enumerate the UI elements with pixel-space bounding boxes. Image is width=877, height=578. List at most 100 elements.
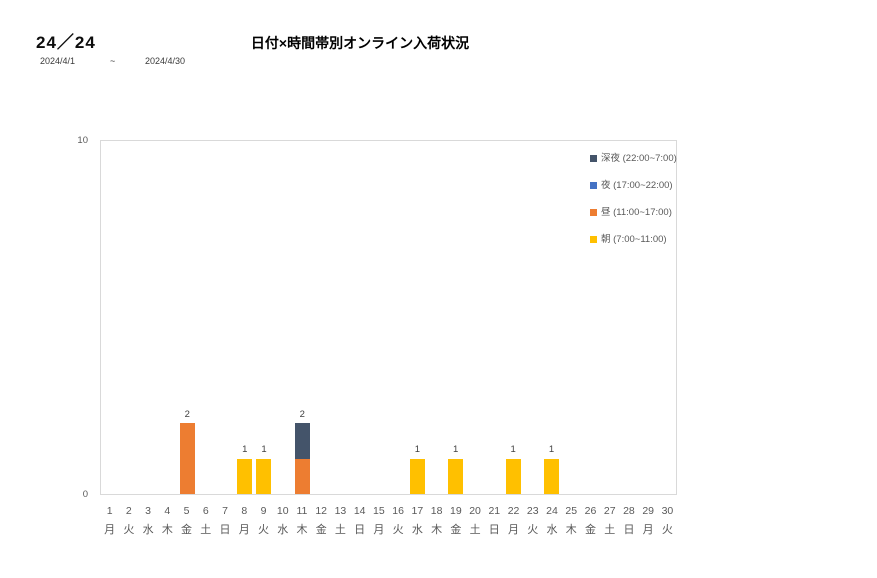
bar-segment: [294, 458, 310, 494]
x-tick-label: 15 月: [369, 506, 388, 536]
x-axis: 1 月 2 火 3 水 4 木 5 金 6 土 7 日 8 月 9 火 10 水 11 木 12 金 13 土 14 日 15 月 16 火 1…: [100, 506, 677, 536]
bar-slot-day-18: [427, 141, 446, 494]
legend-swatch: [590, 236, 597, 243]
progress-counter: 24／24: [36, 33, 96, 52]
x-tick-day-number: 28: [623, 505, 635, 517]
x-tick-weekday: 月: [642, 523, 654, 536]
x-tick-day-number: 19: [449, 505, 462, 517]
x-tick-day-number: 5: [183, 505, 190, 517]
legend-label: 昼 (11:00~17:00): [601, 206, 672, 218]
bar-slot-day-24: 1: [542, 141, 561, 494]
bar-slot-day-8: 1: [235, 141, 254, 494]
x-tick-day-number: 11: [296, 505, 308, 517]
bar-slot-day-5: 2: [178, 141, 197, 494]
x-tick-weekday: 水: [142, 523, 154, 536]
x-tick-day-number: 17: [411, 505, 424, 517]
x-tick-day-number: 4: [164, 505, 171, 517]
x-tick-day-number: 15: [373, 505, 385, 517]
x-tick-weekday: 金: [584, 523, 596, 536]
bar-total-label: 1: [453, 444, 459, 456]
x-tick-day-number: 26: [584, 505, 597, 517]
bar-slot-day-9: 1: [254, 141, 273, 494]
legend-item: 夜 (17:00~22:00): [590, 180, 677, 191]
x-tick-label: 29 月: [639, 506, 658, 536]
bar-slot-day-11: 2: [293, 141, 312, 494]
x-tick-weekday: 木: [161, 523, 173, 536]
bar-segment: [237, 458, 253, 494]
plot-area: 2 1 1 2 1 1 1 1: [100, 140, 677, 495]
x-tick-day-number: 10: [276, 505, 289, 517]
bar-total-label: 1: [510, 444, 516, 456]
bar-total-label: 2: [184, 408, 190, 420]
y-tick-label: 10: [77, 135, 88, 146]
legend-label: 夜 (17:00~22:00): [601, 179, 673, 191]
x-tick-day-number: 14: [353, 505, 366, 517]
bar-slot-day-12: [312, 141, 331, 494]
x-tick-day-number: 9: [260, 505, 267, 517]
x-tick-label: 18 木: [427, 506, 446, 536]
x-tick-label: 28 日: [619, 506, 638, 536]
bar-slot-day-4: [159, 141, 178, 494]
x-tick-weekday: 木: [431, 523, 443, 536]
x-tick-day-number: 22: [507, 505, 520, 517]
bars-container: 2 1 1 2 1 1 1 1: [101, 141, 676, 494]
x-tick-label: 21 日: [485, 506, 504, 536]
bar-slot-day-19: 1: [446, 141, 465, 494]
x-tick-label: 26 金: [581, 506, 600, 536]
x-tick-weekday: 日: [488, 523, 500, 536]
x-tick-label: 16 火: [389, 506, 408, 536]
x-tick-label: 19 金: [446, 506, 465, 536]
x-tick-day-number: 23: [526, 505, 539, 517]
bar-slot-day-20: [465, 141, 484, 494]
bar-total-label: 1: [548, 444, 555, 456]
x-tick-weekday: 水: [411, 523, 423, 536]
bar-slot-day-3: [139, 141, 158, 494]
x-tick-weekday: 火: [661, 523, 673, 536]
x-tick-weekday: 火: [257, 523, 269, 536]
chart-title: 日付×時間帯別オンライン入荷状況: [250, 35, 470, 51]
bar-segment: [256, 458, 272, 494]
x-tick-weekday: 金: [181, 523, 193, 536]
x-tick-weekday: 日: [354, 523, 366, 536]
bar-total-label: 1: [242, 444, 248, 456]
x-tick-day-number: 29: [642, 505, 655, 517]
bar-segment: [294, 423, 310, 459]
legend-swatch: [590, 209, 597, 216]
bar-total-label: 1: [414, 444, 420, 456]
bar-slot-day-23: [523, 141, 542, 494]
x-tick-weekday: 土: [604, 523, 616, 536]
x-tick-weekday: 日: [219, 523, 231, 536]
x-tick-day-number: 30: [661, 505, 674, 517]
legend-label: 深夜 (22:00~7:00): [601, 152, 677, 164]
bar-slot-day-2: [120, 141, 139, 494]
bar-segment: [179, 423, 195, 494]
x-tick-day-number: 16: [392, 505, 404, 517]
legend-swatch: [590, 155, 597, 162]
bar-slot-day-16: [389, 141, 408, 494]
x-tick-label: 25 木: [562, 506, 581, 536]
bar-slot-day-1: [101, 141, 120, 494]
bar-slot-day-15: [369, 141, 388, 494]
x-tick-label: 14 日: [350, 506, 369, 536]
x-tick-day-number: 21: [488, 505, 501, 517]
x-tick-day-number: 13: [334, 505, 347, 517]
x-tick-label: 23 火: [523, 506, 542, 536]
x-tick-label: 24 水: [542, 506, 561, 536]
x-tick-label: 30 火: [658, 506, 677, 536]
date-from: 2024/4/1: [40, 56, 76, 66]
date-to: 2024/4/30: [145, 56, 186, 66]
bar-total-label: 1: [261, 444, 267, 456]
x-tick-label: 10 水: [273, 506, 292, 536]
legend-item: 朝 (7:00~11:00): [590, 234, 677, 245]
x-tick-day-number: 2: [125, 505, 132, 517]
bar-segment: [544, 458, 560, 494]
x-tick-weekday: 水: [277, 523, 289, 536]
x-tick-day-number: 6: [202, 505, 209, 517]
x-tick-weekday: 火: [123, 523, 135, 536]
bar-slot-day-10: [274, 141, 293, 494]
